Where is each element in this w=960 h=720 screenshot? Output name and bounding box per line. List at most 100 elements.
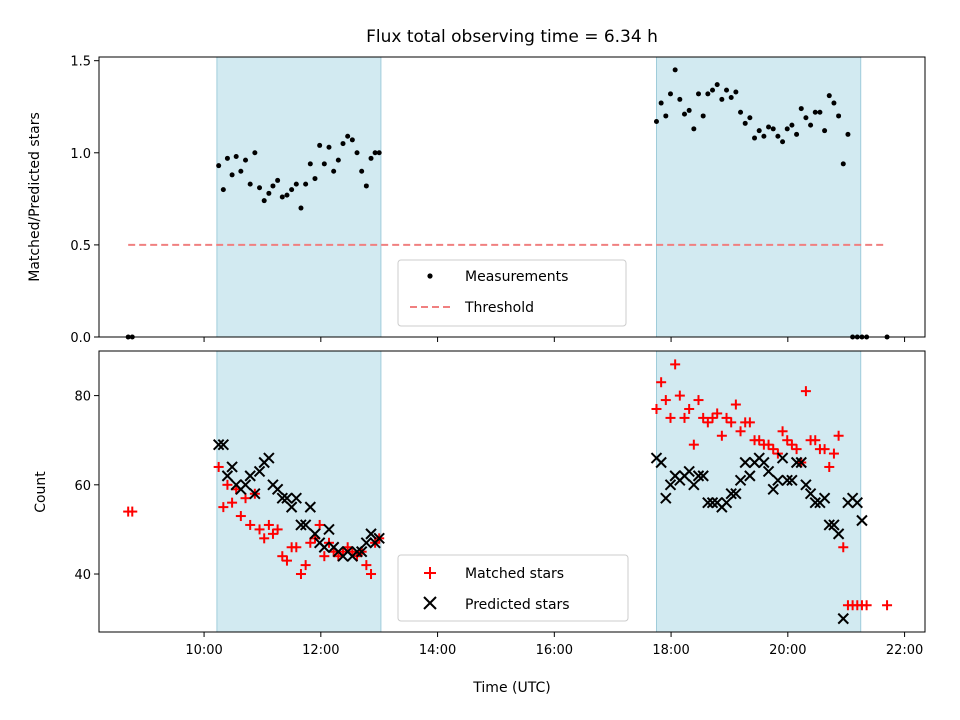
measurement-point — [331, 168, 337, 174]
measurement-point — [354, 150, 360, 156]
predicted-star-point — [781, 474, 793, 487]
measurement-point — [363, 183, 369, 189]
matched-star-point — [800, 386, 811, 397]
matched-star-point — [791, 444, 802, 455]
predicted-star-point — [730, 488, 742, 500]
predicted-star-point — [725, 488, 737, 500]
measurement-point — [335, 157, 341, 163]
matched-star-point — [828, 448, 839, 459]
bottom-xtick-label: 12:00 — [302, 643, 339, 658]
measurement-point — [653, 118, 659, 124]
measurement-point — [270, 183, 276, 189]
matched-star-point — [861, 600, 872, 611]
predicted-star-point — [244, 470, 256, 482]
matched-star-point — [263, 519, 274, 530]
measurement-point — [742, 120, 748, 126]
matched-star-point — [777, 426, 788, 437]
measurement-point — [663, 113, 669, 119]
matched-star-point — [684, 403, 695, 414]
measurement-point — [747, 115, 753, 121]
chart-title: Flux total observing time = 6.34 h — [366, 27, 658, 47]
measurement-point — [289, 187, 295, 193]
matched-star-point — [305, 537, 316, 548]
measurement-point — [298, 205, 304, 211]
bottom-xtick-label: 18:00 — [652, 643, 689, 658]
measurement-point — [724, 87, 730, 93]
measurement-point — [340, 141, 346, 147]
predicted-star-point — [290, 492, 303, 504]
measurement-point — [780, 139, 786, 145]
measurement-point — [789, 122, 795, 128]
measurement-point — [756, 128, 762, 134]
measurement-point — [303, 181, 309, 187]
measurement-point — [372, 150, 378, 156]
measurement-point — [812, 109, 818, 115]
measurement-point — [798, 106, 804, 112]
predicted-star-point — [263, 452, 275, 464]
matched-star-point — [300, 560, 311, 571]
top-shaded-interval-1 — [656, 56, 862, 338]
predicted-star-point — [285, 501, 298, 513]
predicted-star-point — [828, 519, 840, 531]
measurement-point — [326, 144, 332, 150]
measurement-point — [252, 150, 258, 156]
matched-star-point — [272, 524, 283, 535]
measurement-point — [700, 113, 706, 119]
matched-star-point — [707, 412, 718, 423]
measurement-point — [658, 100, 664, 106]
matched-star-point — [660, 395, 671, 406]
legend-predicted-label: Predicted stars — [465, 597, 570, 613]
predicted-star-point — [373, 532, 385, 545]
measurement-point — [836, 113, 842, 119]
predicted-star-point — [249, 488, 261, 500]
top-ytick-label: 1.5 — [70, 55, 91, 70]
predicted-star-point — [281, 492, 293, 504]
matched-star-point — [754, 435, 765, 446]
matched-star-point — [838, 542, 849, 553]
matched-star-point — [679, 412, 690, 423]
matched-star-point — [314, 519, 325, 530]
legend-matched-label: Matched stars — [465, 566, 564, 582]
predicted-star-point — [683, 465, 695, 478]
predicted-star-point — [772, 474, 784, 487]
predicted-star-point — [795, 456, 807, 469]
measurement-point — [681, 111, 687, 117]
matched-star-point — [656, 377, 667, 388]
legend-measurements-label: Measurements — [465, 269, 568, 285]
measurement-point — [770, 126, 776, 132]
measurement-point — [784, 126, 790, 132]
matched-star-point — [786, 439, 797, 450]
measurement-point — [307, 161, 313, 167]
top-legend: Measurements Threshold — [397, 259, 627, 327]
measurement-point — [293, 181, 299, 187]
measurement-point — [284, 192, 290, 198]
matched-star-point — [222, 479, 233, 490]
matched-star-point — [744, 417, 755, 428]
predicted-star-point — [304, 501, 317, 513]
predicted-star-point — [295, 519, 307, 531]
legend-measurements-marker — [427, 273, 433, 279]
x-axis-label: Time (UTC) — [472, 680, 550, 696]
top-ytick-label: 0.5 — [70, 239, 91, 254]
matched-star-point — [730, 399, 741, 410]
bottom-legend: Matched stars Predicted stars — [397, 554, 629, 622]
predicted-star-point — [809, 496, 821, 509]
matched-star-point — [267, 528, 278, 539]
measurement-point — [345, 133, 351, 139]
matched-star-point — [291, 542, 302, 553]
measurement-point — [714, 82, 720, 88]
predicted-star-point — [276, 492, 289, 504]
predicted-star-point — [253, 465, 266, 478]
measurement-point — [803, 115, 809, 121]
predicted-star-point — [239, 479, 252, 491]
measurement-point — [728, 95, 734, 101]
measurement-point — [266, 190, 272, 196]
predicted-star-point — [660, 492, 672, 504]
measurement-point — [719, 96, 725, 102]
matched-star-point — [763, 439, 774, 450]
matched-star-point — [127, 506, 138, 517]
predicted-star-point — [739, 456, 751, 469]
predicted-star-point — [217, 438, 230, 451]
matched-star-point — [245, 519, 256, 530]
predicted-star-point — [734, 474, 747, 487]
